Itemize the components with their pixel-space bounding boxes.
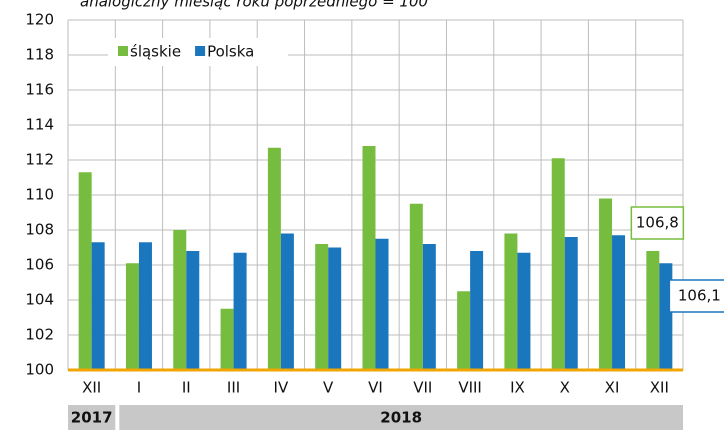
bar [315,244,329,370]
x-tick-label: II [182,379,191,397]
x-tick-label: VIII [458,379,482,397]
year-label: 2018 [380,409,422,427]
bar [362,146,376,370]
x-tick-label: VI [368,379,383,397]
x-tick-label: IX [510,379,525,397]
data-label: 106,8 [636,214,679,232]
bar [186,251,200,370]
y-tick-label: 114 [25,116,54,134]
bar [138,242,152,370]
y-tick-label: 108 [25,221,54,239]
bar [78,172,92,370]
bar [409,203,423,370]
bar [267,147,281,370]
data-label-box [668,279,724,313]
y-tick-label: 100 [25,361,54,379]
bar [646,251,660,370]
bar [233,252,247,370]
y-tick-label: 106 [25,256,54,274]
bar [125,263,139,370]
legend-label: śląskie [130,43,181,61]
bar [220,308,234,370]
bar [470,251,484,370]
bar [564,237,578,370]
bar [551,158,565,370]
legend-label: Polska [207,43,254,61]
bar [375,238,389,370]
x-tick-label: X [560,379,570,397]
chart-subtitle: analogiczny miesiąc roku poprzedniego = … [80,0,428,11]
y-tick-label: 112 [25,151,54,169]
bar [422,244,436,370]
data-label: 106,1 [678,287,721,305]
bar [328,247,342,370]
bar [91,242,105,370]
y-tick-label: 102 [25,326,54,344]
bar [599,198,613,370]
bar [280,233,294,370]
bar [173,230,187,370]
bar [504,233,518,370]
x-tick-label: VII [413,379,432,397]
x-tick-label: XII [650,379,669,397]
x-tick-label: XII [82,379,101,397]
legend-swatch [118,46,128,56]
year-box [68,405,116,430]
y-tick-label: 116 [25,81,54,99]
x-tick-label: III [227,379,240,397]
x-tick-label: V [323,379,334,397]
data-label-box [630,206,685,240]
y-tick-label: 104 [25,291,54,309]
x-tick-label: XI [605,379,620,397]
y-tick-label: 110 [25,186,54,204]
year-box [119,405,684,430]
y-tick-label: 118 [25,46,54,64]
bar [612,235,626,370]
legend-swatch [195,46,206,56]
x-tick-label: IV [274,379,289,397]
year-label: 2017 [71,409,113,427]
x-tick-label: I [137,379,141,397]
bar [457,291,471,370]
bar [517,252,531,370]
y-tick-label: 120 [25,11,54,29]
